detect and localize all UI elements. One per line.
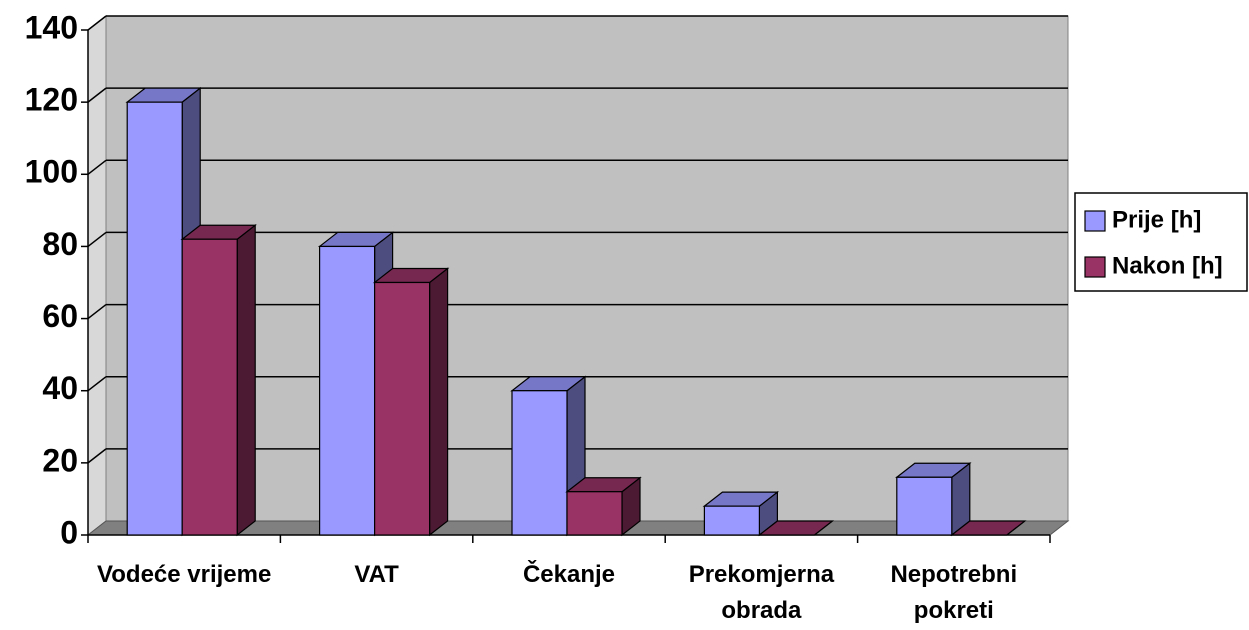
- grid-line: [87, 87, 107, 103]
- bar-side: [429, 267, 449, 537]
- bar-front: [181, 238, 238, 536]
- bar: [180, 223, 257, 537]
- bar: [895, 462, 972, 537]
- x-tick-label: VAT: [354, 561, 399, 588]
- x-tick-label: Nepotrebni pokreti: [890, 561, 1018, 624]
- bar-front: [374, 281, 431, 536]
- bar-side: [236, 223, 256, 537]
- y-tick-label: 40: [42, 370, 78, 406]
- y-tick-label: 20: [42, 442, 78, 478]
- x-tick-label: Čekanje: [522, 561, 616, 588]
- grid-line: [87, 303, 107, 320]
- legend-swatch: [1084, 210, 1106, 232]
- x-tick-label: Prekomjerna obrada: [688, 561, 835, 624]
- y-tick-label: 0: [60, 514, 78, 550]
- bar: [372, 267, 450, 537]
- legend-label: Nakon [h]: [1112, 252, 1223, 279]
- x-tick-label: Vodeće vrijeme: [97, 561, 272, 588]
- y-tick-label: 80: [42, 226, 78, 262]
- grid-line: [87, 376, 107, 392]
- grid-line: [87, 159, 107, 175]
- grid-line: [87, 231, 107, 248]
- grid-line: [87, 448, 107, 464]
- bar-front: [896, 476, 953, 536]
- bar-front: [511, 390, 568, 536]
- bar-front: [703, 505, 761, 536]
- bar-top: [950, 520, 1027, 536]
- bar-front: [126, 101, 183, 536]
- y-tick-label: 120: [25, 82, 78, 118]
- bar-front: [319, 245, 376, 536]
- grid-line: [87, 15, 107, 31]
- side-wall: [87, 14, 107, 537]
- bar: [950, 520, 1027, 536]
- bar-top: [757, 520, 835, 536]
- bar: [757, 520, 835, 536]
- legend-swatch: [1084, 256, 1106, 278]
- y-tick-label: 140: [25, 9, 78, 45]
- y-tick-label: 60: [42, 298, 78, 334]
- y-tick-label: 100: [25, 154, 78, 190]
- bar-front: [566, 491, 623, 536]
- legend-label: Prije [h]: [1112, 206, 1201, 233]
- bar: [565, 476, 642, 537]
- bar: [702, 490, 780, 537]
